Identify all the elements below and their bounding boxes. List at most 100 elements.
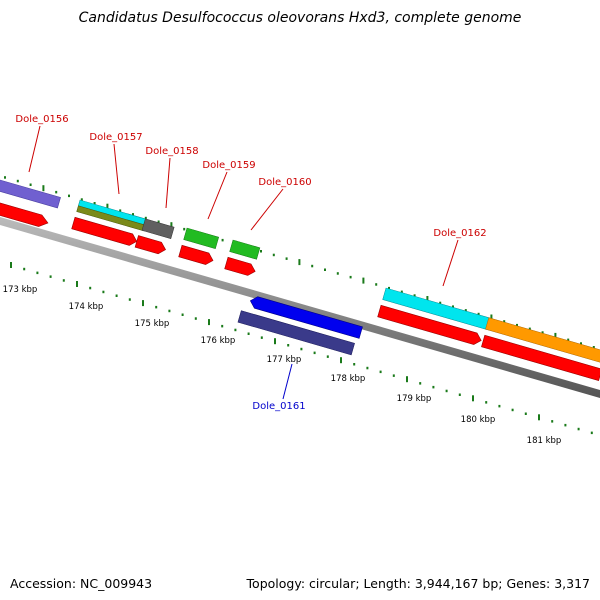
upper-tick-mark [221, 238, 224, 242]
lower-tick-mark [76, 281, 78, 287]
upper-tick-mark [55, 190, 58, 194]
tick-label: 178 kbp [331, 374, 366, 384]
lower-tick-mark [340, 357, 342, 364]
forward-gene-label[interactable]: Dole_0159 [202, 160, 255, 171]
cds-arrow-0156[interactable] [0, 199, 50, 229]
gene-leader-line [28, 125, 41, 173]
lower-tick-mark [10, 262, 12, 268]
lower-tick-mark [511, 408, 514, 412]
lower-tick-mark [485, 401, 488, 404]
tick-label: 175 kbp [135, 319, 170, 329]
upper-tick-mark [426, 296, 429, 302]
upper-tick-mark [170, 222, 173, 229]
forward-gene-label[interactable]: Dole_0156 [15, 114, 68, 125]
lower-tick-mark [62, 279, 65, 282]
accession-label: Accession: [10, 576, 77, 591]
gene-leader-line [282, 363, 293, 400]
cds-arrow-0162[interactable] [377, 304, 483, 346]
upper-tick-mark [298, 259, 301, 266]
lower-tick-mark [194, 317, 197, 320]
lower-tick-mark [128, 298, 131, 301]
upper-tick-mark [439, 301, 442, 305]
genes-value: 3,317 [554, 576, 590, 591]
lower-tick-mark [102, 290, 105, 294]
feature-band-navy-0161[interactable] [237, 310, 355, 356]
feature-band-gray-0158[interactable] [141, 218, 175, 240]
cds-arrow-0159[interactable] [178, 244, 215, 266]
upper-tick-mark [183, 227, 186, 231]
lower-tick-mark [577, 427, 580, 431]
lower-tick-mark [313, 351, 316, 355]
cds-arrow-0161[interactable] [249, 295, 363, 339]
feature-band-green-0159[interactable] [183, 227, 220, 249]
feature-band-green-0160[interactable] [229, 239, 261, 260]
upper-tick-mark [567, 338, 570, 342]
upper-tick-track [4, 176, 595, 349]
topology-label: Topology: [246, 576, 306, 591]
accession-info: Accession: NC_009943 [10, 576, 152, 591]
lower-tick-mark [392, 374, 395, 377]
tick-label: 176 kbp [201, 336, 236, 346]
gene-leader-line [113, 143, 120, 195]
lower-tick-mark [36, 271, 39, 275]
tick-label: 180 kbp [461, 415, 496, 425]
upper-tick-mark [413, 294, 416, 297]
cds-arrow-0158[interactable] [134, 235, 167, 256]
lower-tick-mark [445, 389, 448, 393]
lower-tick-mark [234, 328, 237, 332]
lower-tick-mark [379, 370, 382, 374]
tick-label: 174 kbp [69, 302, 104, 312]
upper-tick-mark [119, 209, 122, 212]
lower-tick-mark [524, 412, 527, 415]
lower-tick-mark [366, 366, 369, 370]
tick-label: 177 kbp [267, 355, 302, 365]
gene-leader-line [250, 188, 284, 231]
upper-tick-mark [42, 185, 45, 192]
cds-arrow-0160[interactable] [224, 256, 257, 277]
gene-leader-line [442, 239, 459, 287]
gene-leader-line [165, 157, 171, 209]
upper-tick-mark [336, 272, 339, 275]
map-title: Candidatus Desulfococcus oleovorans Hxd3… [78, 10, 522, 26]
upper-tick-mark [516, 323, 518, 327]
lower-tick-mark [274, 338, 276, 345]
upper-tick-mark [503, 320, 506, 323]
lower-tick-mark [419, 382, 422, 385]
tick-label: 173 kbp [3, 285, 38, 295]
upper-tick-mark [554, 332, 557, 339]
cds-arrow-0163[interactable] [481, 334, 600, 381]
forward-gene-label[interactable]: Dole_0157 [89, 132, 142, 143]
lower-tick-mark [115, 294, 118, 297]
upper-tick-mark [80, 198, 83, 201]
upper-tick-mark [477, 312, 480, 316]
feature-band-orange-0163[interactable] [485, 317, 600, 363]
reverse-gene-label[interactable]: Dole_0161 [252, 401, 305, 412]
upper-tick-mark [4, 176, 6, 179]
forward-gene-label[interactable]: Dole_0162 [433, 228, 486, 239]
upper-tick-mark [106, 203, 109, 210]
lower-tick-mark [498, 404, 501, 408]
upper-tick-mark [580, 342, 582, 345]
lower-tick-mark [168, 309, 171, 313]
forward-gene-label[interactable]: Dole_0158 [145, 146, 198, 157]
upper-tick-mark [311, 264, 314, 268]
lower-tick-mark [208, 319, 210, 326]
upper-tick-mark [29, 183, 32, 186]
length-label: Length: [363, 576, 411, 591]
genome-backbone [0, 217, 600, 398]
feature-band-purple-0156[interactable] [0, 178, 61, 209]
upper-tick-mark [93, 202, 96, 205]
lower-tick-mark [287, 344, 290, 347]
genes-label: Genes: [506, 576, 551, 591]
cds-arrow-0157[interactable] [71, 216, 139, 247]
forward-gene-label[interactable]: Dole_0160 [258, 177, 311, 188]
lower-tick-mark [472, 395, 474, 402]
lower-tick-mark [221, 324, 224, 328]
lower-tick-mark [564, 423, 567, 427]
lower-tick-mark [247, 332, 250, 335]
lower-tick-mark [260, 336, 263, 339]
upper-tick-mark [388, 286, 390, 290]
lower-tick-mark [23, 267, 26, 271]
lower-tick-mark [551, 420, 554, 423]
